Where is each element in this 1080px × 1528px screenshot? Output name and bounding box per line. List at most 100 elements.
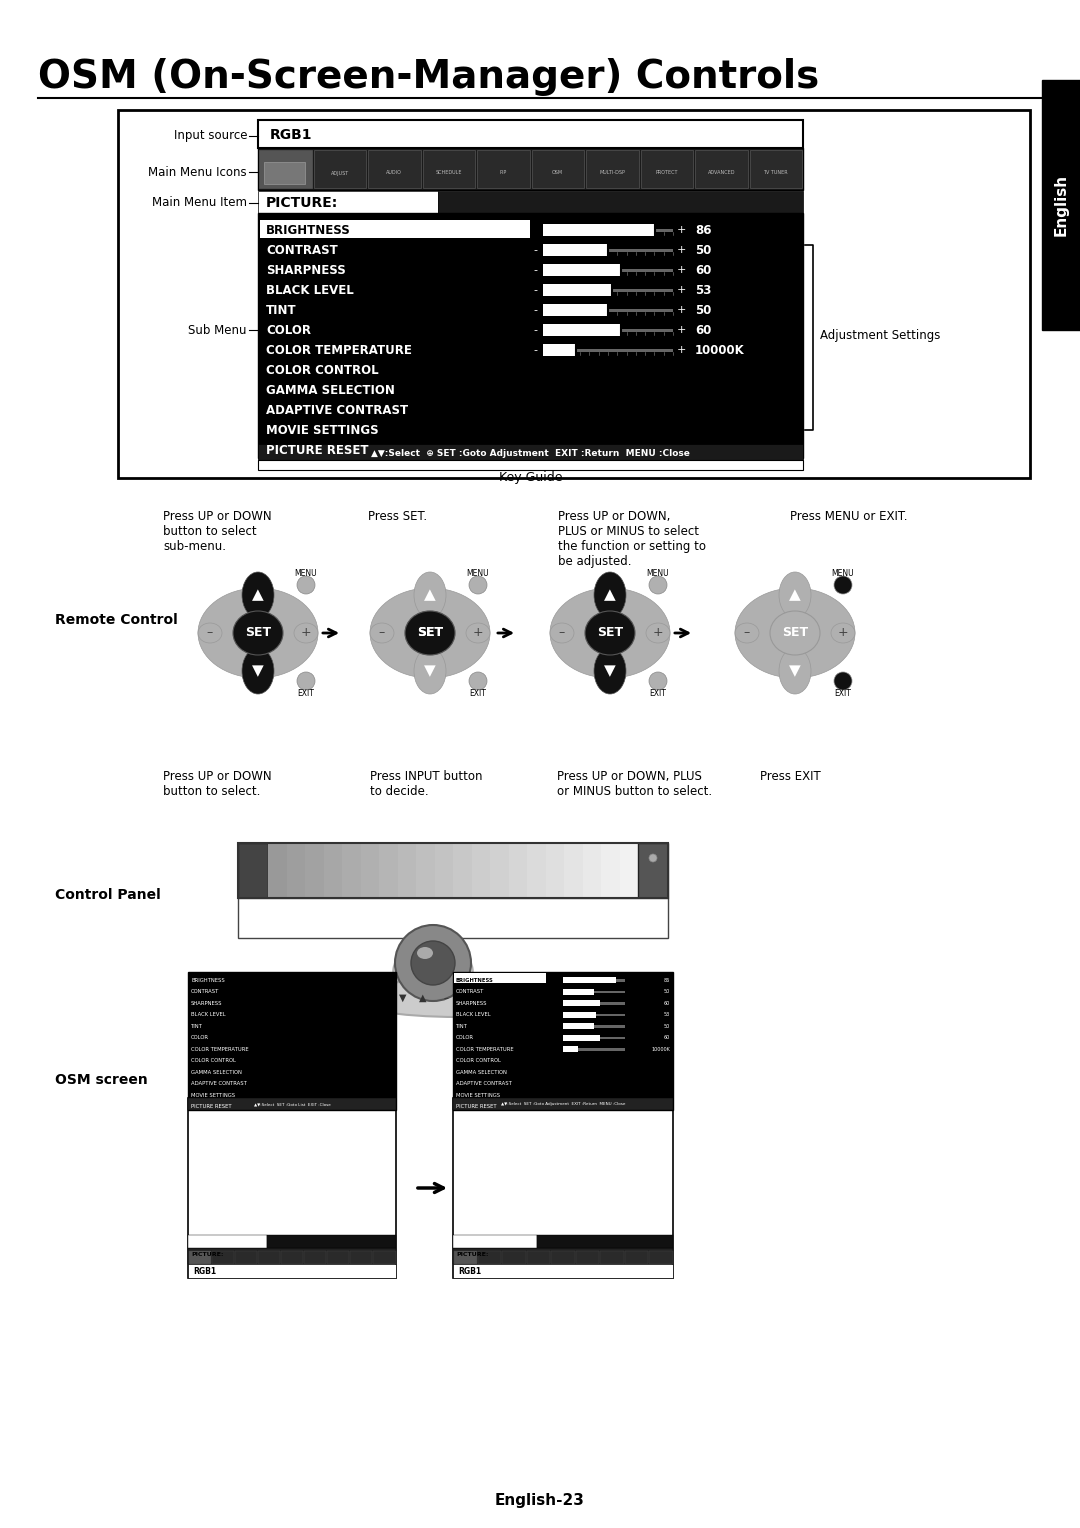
Text: AUDIO: AUDIO [387,171,402,176]
Bar [537,1235,673,1248]
Text: ▲: ▲ [252,587,264,602]
Text: +: + [838,626,848,640]
Bar [327,1251,349,1264]
Circle shape [395,924,471,1001]
Text: EXIT: EXIT [835,689,851,697]
Ellipse shape [735,588,855,678]
Text: PICTURE:: PICTURE: [191,1251,224,1256]
Text: +: + [464,993,472,1002]
Text: COLOR CONTROL: COLOR CONTROL [266,364,379,376]
Text: SHARPNESS: SHARPNESS [266,263,346,277]
Ellipse shape [198,623,222,643]
Bar [268,843,286,898]
Bar [188,1264,396,1277]
Text: SET: SET [417,626,443,640]
Text: ▼: ▼ [789,663,801,678]
Text: Remote Control: Remote Control [55,613,178,626]
Bar [267,1235,396,1248]
Bar [543,289,673,292]
Bar [434,843,453,898]
Text: ▲: ▲ [789,587,801,602]
Text: BRIGHTNESS: BRIGHTNESS [191,978,225,983]
Bar [188,972,396,1109]
Ellipse shape [414,571,446,617]
Text: 10000K: 10000K [651,1047,670,1051]
Bar [543,284,612,296]
Text: 53: 53 [664,1012,670,1018]
Text: COLOR TEMPERATURE: COLOR TEMPERATURE [266,344,411,356]
Text: 53: 53 [696,284,712,296]
Text: COLOR TEMPERATURE: COLOR TEMPERATURE [191,1047,248,1051]
Bar [543,249,673,252]
Text: English-23: English-23 [495,1493,585,1508]
Text: ADAPTIVE CONTRAST: ADAPTIVE CONTRAST [266,403,408,417]
Bar [600,843,620,898]
Text: +: + [676,286,686,295]
Bar [258,460,804,471]
Bar [258,445,804,461]
Text: SHARPNESS: SHARPNESS [191,1001,222,1005]
Text: OSM: OSM [552,171,564,176]
Ellipse shape [770,611,820,656]
Bar [527,1251,551,1264]
Text: GAMMA SELECTION: GAMMA SELECTION [191,1070,242,1074]
Text: Press SET.: Press SET. [368,510,427,523]
Text: TINT: TINT [266,304,297,316]
Text: +: + [676,345,686,354]
Bar [454,972,546,983]
Ellipse shape [831,623,855,643]
Text: Press UP or DOWN, PLUS
or MINUS button to select.: Press UP or DOWN, PLUS or MINUS button t… [557,770,712,798]
Text: PICTURE: PICTURE [275,171,296,176]
Bar [551,1251,575,1264]
Text: COLOR: COLOR [266,324,311,336]
Ellipse shape [779,571,811,617]
Text: ▲: ▲ [424,587,436,602]
Ellipse shape [405,611,455,656]
Bar [563,1025,624,1027]
Text: +: + [676,306,686,315]
Text: ▼: ▼ [604,663,616,678]
Text: Main Menu Icons: Main Menu Icons [148,165,247,179]
Bar [212,1251,233,1264]
Text: ▲▼:Select  SET :Goto Adjustment  EXIT :Return  MENU :Close: ▲▼:Select SET :Goto Adjustment EXIT :Ret… [501,1102,625,1106]
Bar [563,979,624,981]
Bar [543,324,621,336]
Bar [453,1235,537,1248]
Bar [543,229,673,232]
Text: TINT: TINT [456,1024,468,1028]
Bar [563,1013,624,1016]
Bar [188,1248,396,1264]
Text: 60: 60 [696,324,712,336]
Bar [438,191,804,212]
Bar [368,150,420,188]
Text: Press MENU or EXIT.: Press MENU or EXIT. [789,510,907,523]
Text: ▲: ▲ [604,587,616,602]
Bar [453,1264,673,1277]
Text: CONTRAST: CONTRAST [266,243,338,257]
Bar [259,150,311,188]
Circle shape [297,672,315,691]
Bar [258,212,804,458]
Ellipse shape [417,947,433,960]
Bar [361,843,379,898]
Circle shape [297,576,315,594]
Bar [543,309,673,312]
Text: TV TUNER: TV TUNER [764,171,788,176]
Text: 50: 50 [696,243,712,257]
Ellipse shape [735,623,759,643]
Circle shape [649,576,667,594]
Bar [563,1047,579,1053]
Text: SET: SET [597,626,623,640]
Bar [305,843,324,898]
Bar [640,150,693,188]
Text: English: English [1053,174,1068,235]
Text: +: + [473,626,484,640]
Ellipse shape [594,648,626,694]
Text: COLOR: COLOR [191,1034,210,1041]
Text: 50: 50 [664,1024,670,1028]
Bar [531,150,584,188]
Text: GAMMA SELECTION: GAMMA SELECTION [456,1070,507,1074]
Text: EXIT: EXIT [649,689,666,697]
Text: 60: 60 [696,263,712,277]
Text: -: - [534,225,537,235]
